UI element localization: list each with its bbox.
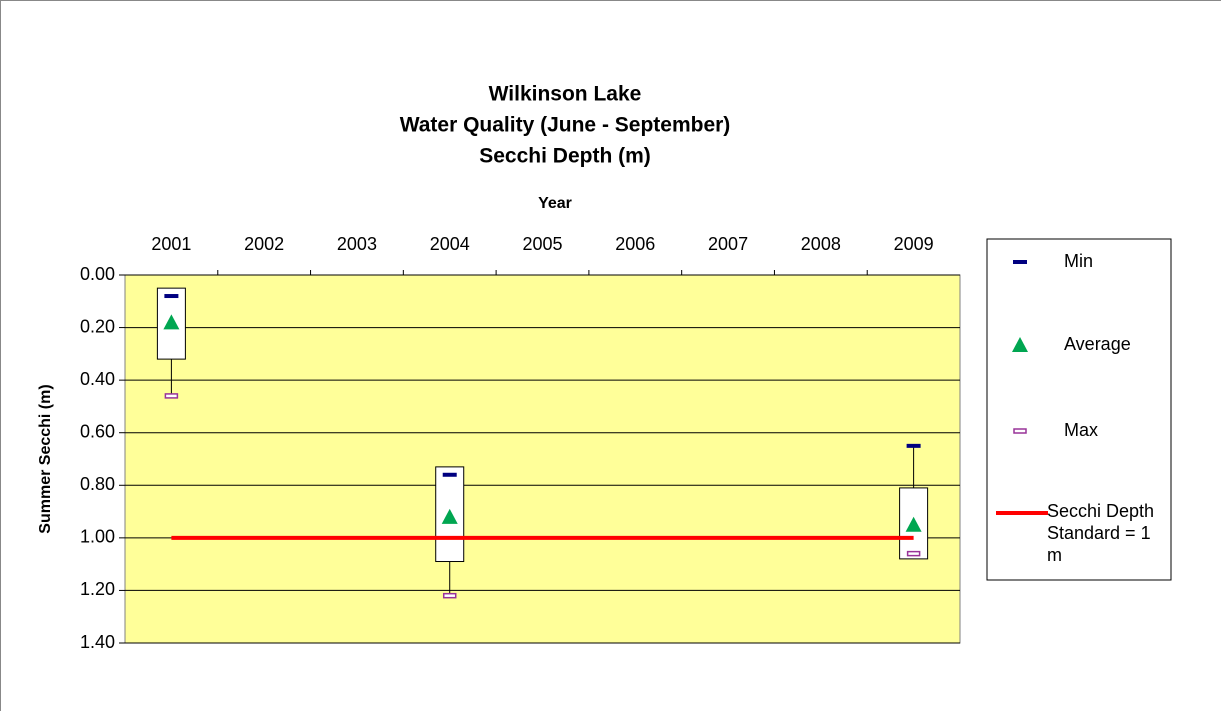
legend-label: Secchi Depth Standard = 1 m (1047, 501, 1155, 565)
plot-area (124, 274, 961, 644)
max-marker (442, 592, 457, 599)
average-marker (905, 516, 922, 532)
chart-title: Water Quality (June - September) (400, 114, 731, 137)
x-tick-label: 2009 (894, 234, 934, 254)
legend-swatch (1012, 337, 1028, 352)
x-axis-title: Year (538, 195, 572, 212)
x-tick-label: 2008 (801, 234, 841, 254)
chart-title: Wilkinson Lake (489, 83, 642, 106)
y-tick-label: 0.60 (80, 421, 115, 441)
max-marker (906, 550, 921, 557)
average-marker (163, 314, 180, 330)
x-tick-label: 2005 (522, 234, 562, 254)
max-marker (1013, 428, 1027, 434)
average-marker (1012, 337, 1028, 352)
x-tick-label: 2007 (708, 234, 748, 254)
legend-swatch (1013, 260, 1027, 264)
legend-label-box: Secchi Depth Standard = 1 m (1047, 501, 1155, 565)
x-tick-label: 2006 (615, 234, 655, 254)
y-tick-label: 0.00 (80, 264, 115, 284)
y-tick-label: 1.20 (80, 579, 115, 599)
y-tick-label: 0.20 (80, 316, 115, 336)
y-tick-label: 1.00 (80, 527, 115, 547)
max-marker (164, 393, 179, 399)
legend-box (986, 238, 1172, 581)
y-axis-title: Summer Secchi (m) (37, 384, 54, 533)
y-tick-label: 1.40 (80, 632, 115, 652)
min-marker (906, 443, 921, 448)
y-tick-label: 0.80 (80, 474, 115, 494)
min-marker (164, 294, 179, 299)
legend-label: Average (1064, 334, 1131, 354)
min-marker (442, 472, 457, 477)
x-tick-label: 2001 (151, 234, 191, 254)
legend-label: Min (1064, 251, 1093, 271)
x-tick-label: 2004 (430, 234, 470, 254)
min-marker (1013, 260, 1027, 264)
x-tick-label: 2003 (337, 234, 377, 254)
average-marker (441, 508, 458, 524)
legend-swatch (1013, 428, 1027, 434)
y-tick-label: 0.40 (80, 369, 115, 389)
chart-title: Secchi Depth (m) (479, 145, 651, 168)
x-tick-label: 2002 (244, 234, 284, 254)
legend-label: Max (1064, 420, 1098, 440)
